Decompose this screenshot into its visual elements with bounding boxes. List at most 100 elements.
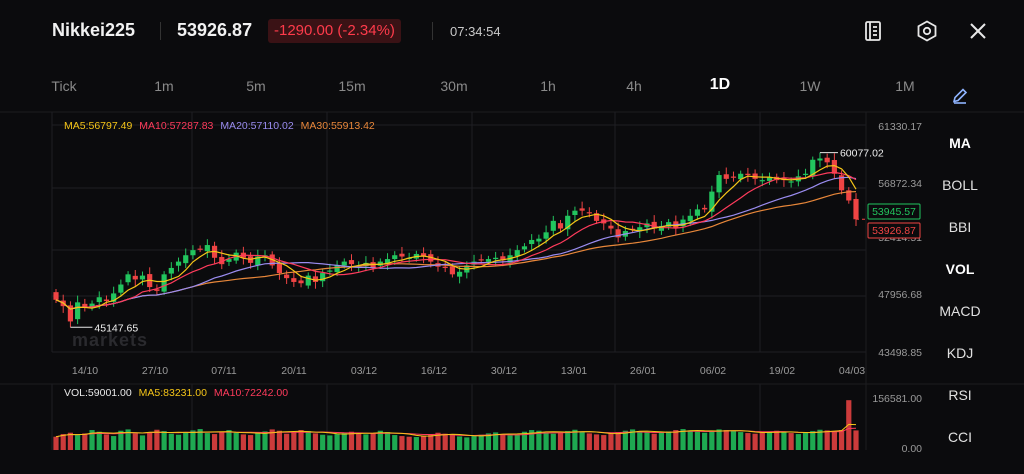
volume-bar — [442, 433, 448, 450]
vol-ma5-line — [55, 423, 857, 438]
candle-body — [190, 250, 196, 256]
high-marker-label: 60077.02 — [840, 148, 884, 160]
candle-body — [687, 215, 693, 222]
volume-bar — [579, 431, 585, 450]
candle-body — [680, 219, 686, 227]
volume-bar — [709, 430, 715, 450]
candle — [579, 201, 585, 216]
tab-4h[interactable]: 4h — [626, 78, 642, 94]
tab-1d[interactable]: 1D — [709, 76, 731, 93]
volume-bar — [154, 429, 160, 450]
volume-bar — [601, 435, 607, 450]
date-axis-label: 26/01 — [630, 365, 656, 377]
date-axis-label: 04/03 — [839, 365, 865, 377]
indicator-bbi[interactable]: BBI — [948, 219, 972, 235]
volume-bar — [312, 433, 319, 450]
candle — [392, 251, 398, 265]
volume-bar — [320, 434, 326, 450]
candle-body — [752, 173, 758, 179]
volume-bar — [586, 433, 592, 450]
date-axis-label: 07/11 — [211, 365, 237, 377]
volume-bar — [334, 434, 340, 450]
settings-icon[interactable] — [912, 16, 942, 46]
indicator-cci[interactable]: CCI — [947, 429, 973, 445]
volume-bar — [457, 436, 463, 450]
volume-bar — [60, 434, 66, 450]
volume-bar — [608, 433, 614, 450]
candle — [89, 300, 95, 311]
candle-body — [810, 159, 816, 177]
candle — [493, 251, 499, 266]
indicator-macd[interactable]: MACD — [939, 303, 981, 319]
tab-1h[interactable]: 1h — [540, 78, 556, 94]
indicator-kdj[interactable]: KDJ — [946, 345, 974, 361]
candle — [521, 243, 528, 253]
notebook-icon[interactable] — [858, 16, 888, 46]
candle — [399, 246, 405, 262]
candle — [118, 279, 124, 297]
volume-bar — [550, 433, 556, 450]
indicator-rsi[interactable]: RSI — [948, 387, 972, 403]
candle — [132, 270, 138, 287]
candle — [125, 271, 131, 286]
candle-body — [284, 274, 290, 279]
candle — [723, 167, 729, 184]
candle-body — [745, 173, 751, 176]
tab-15m[interactable]: 15m — [338, 78, 366, 94]
tab-30m[interactable]: 30m — [440, 78, 468, 94]
volume-bar — [673, 430, 679, 450]
indicator-vol[interactable]: VOL — [945, 261, 975, 277]
volume-bar — [190, 430, 196, 450]
volume-axis-label: 156581.00 — [872, 393, 922, 405]
candle — [226, 254, 232, 266]
volume-bar — [226, 430, 232, 450]
candle-body — [817, 158, 823, 161]
indicator-boll[interactable]: BOLL — [942, 177, 978, 193]
tab-1mo[interactable]: 1M — [895, 78, 915, 94]
close-icon[interactable] — [963, 16, 993, 46]
tab-1m[interactable]: 1m — [154, 78, 174, 94]
symbol-name[interactable]: Nikkei225 — [52, 20, 136, 40]
volume-bar — [103, 434, 110, 450]
candle-body — [629, 228, 636, 230]
candle-body — [824, 157, 830, 163]
volume-axis-label: 0.00 — [902, 443, 923, 455]
candle — [529, 234, 535, 251]
volume-bar — [305, 431, 311, 450]
volume-bar — [810, 431, 816, 450]
low-marker-label: 45147.65 — [94, 322, 138, 334]
tab-1w[interactable]: 1W — [799, 78, 821, 94]
candle — [305, 272, 311, 289]
volume-bar — [406, 436, 412, 450]
volume-bar — [702, 432, 708, 450]
volume-bar — [680, 429, 686, 450]
volume-bar — [219, 431, 225, 450]
volume-bar — [565, 431, 571, 450]
tab-tick[interactable]: Tick — [51, 78, 77, 94]
candle-body — [716, 175, 722, 193]
candle-body — [766, 177, 773, 181]
candle — [853, 193, 859, 226]
candle-body — [183, 255, 189, 264]
indicator-ma[interactable]: MA — [949, 135, 971, 151]
timeframe-tabs: Tick 1m 5m 15m 30m 1h 4h 1D 1W 1M — [0, 64, 940, 108]
draw-tool-button[interactable] — [920, 87, 1000, 108]
ma20-line — [55, 176, 857, 310]
candle-body — [529, 239, 535, 245]
volume-bar — [370, 433, 376, 450]
volume-bar — [248, 435, 254, 450]
volume-bar — [615, 432, 621, 450]
candle-body — [637, 227, 643, 232]
candle — [615, 222, 621, 243]
candle-body — [103, 299, 110, 302]
candle-body — [593, 213, 600, 221]
tab-5m[interactable]: 5m — [246, 78, 266, 94]
candle-body — [788, 181, 794, 183]
volume-bar — [435, 432, 441, 450]
candle-body — [666, 222, 672, 227]
volume-bar — [449, 435, 455, 450]
candle-body — [75, 302, 81, 320]
price-change-badge: -1290.00 (-2.34%) — [268, 19, 401, 43]
candle-body — [118, 284, 124, 293]
